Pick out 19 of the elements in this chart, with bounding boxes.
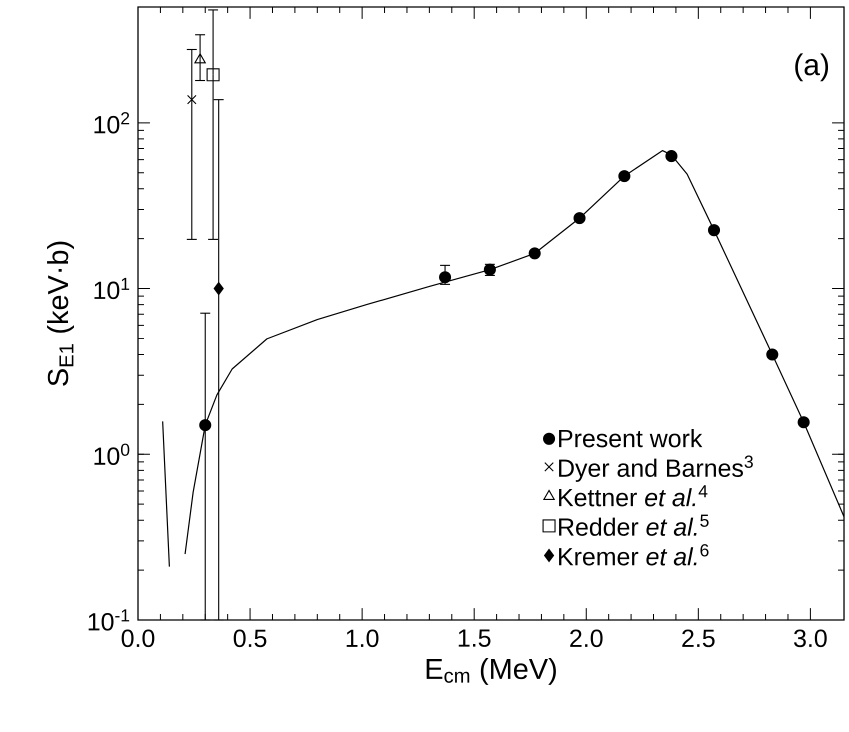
legend-label: Kremer et al.$^{6}$ bbox=[559, 544, 709, 566]
x-tick-label: 3.0 bbox=[794, 630, 827, 648]
annotation: (a) bbox=[795, 53, 828, 82]
legend-label: Kettner et al.$^{4}$ bbox=[559, 485, 708, 506]
legend-label: Redder et al.$^{5}$ bbox=[559, 514, 709, 536]
y-tick-label: 10$^{1}$ bbox=[94, 278, 130, 300]
legend-label: Present work bbox=[559, 429, 702, 448]
y-tick-label: 10$^{-1}$ bbox=[88, 609, 130, 631]
legend-label: Dyer and Barnes$^{3}$ bbox=[559, 456, 753, 482]
y-tick-label: 10$^{0}$ bbox=[94, 444, 130, 465]
x-tick-label: 1.0 bbox=[346, 630, 378, 648]
y-tick-label: 10$^{2}$ bbox=[94, 112, 130, 134]
x-tick-label: 0.0 bbox=[122, 630, 154, 648]
x-tick-label: 1.5 bbox=[458, 629, 490, 647]
x-tick-label: 2.0 bbox=[570, 630, 603, 648]
x-tick-label: 0.5 bbox=[234, 630, 266, 648]
x-tick-label: 2.5 bbox=[682, 630, 715, 648]
x-axis-title: E$_{cm}$ (MeV) bbox=[426, 658, 556, 685]
y-axis-title: S$_{E1}$ (keV·b) bbox=[47, 242, 74, 386]
